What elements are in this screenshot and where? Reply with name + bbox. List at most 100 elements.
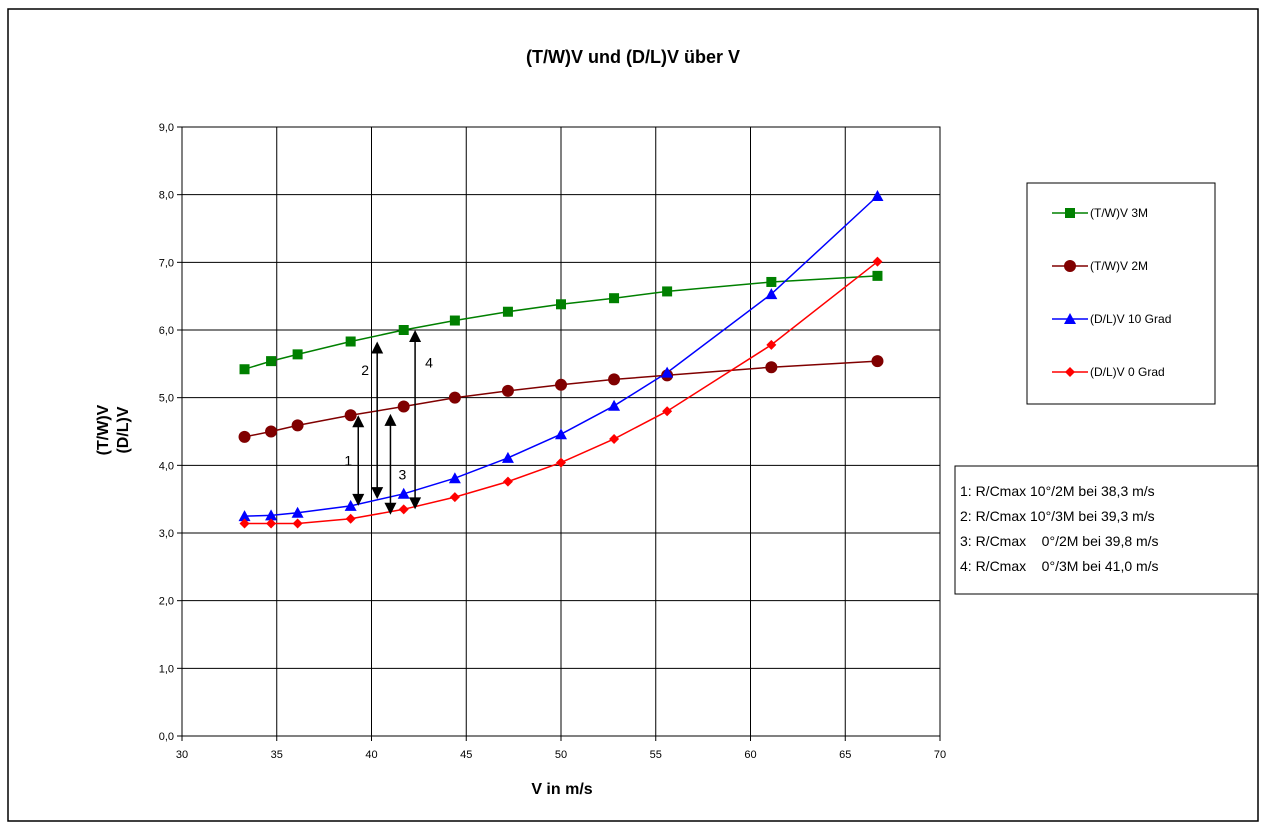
- annotation-label-2: 2: [361, 362, 369, 378]
- x-tick-label: 45: [460, 749, 472, 761]
- y-tick-label: 6,0: [159, 325, 174, 337]
- data-point-t-w-v-3m: [345, 336, 356, 347]
- data-point-t-w-v-3m: [239, 364, 250, 375]
- legend-label-d-l-v-10-grad: (D/L)V 10 Grad: [1090, 312, 1171, 326]
- data-point-d-l-v-10-grad: [501, 451, 514, 463]
- y-tick-label: 1,0: [159, 663, 174, 675]
- y-tick-label: 2,0: [159, 596, 174, 608]
- data-point-t-w-v-3m: [292, 349, 303, 360]
- legend-marker-t-w-v-3m: [1065, 208, 1075, 218]
- data-point-t-w-v-2m: [555, 378, 567, 391]
- data-point-t-w-v-3m: [266, 356, 277, 367]
- annotation-layer: 1 2 3 4: [344, 330, 433, 515]
- data-point-d-l-v-0-grad: [662, 406, 673, 417]
- data-point-d-l-v-0-grad: [266, 518, 277, 529]
- legend-label-t-w-v-2m: (T/W)V 2M: [1090, 259, 1148, 273]
- marker-layer: [238, 190, 884, 529]
- arrow-head: [352, 415, 365, 428]
- x-tick-label: 55: [650, 749, 662, 761]
- data-point-d-l-v-10-grad: [265, 509, 278, 521]
- annotation-label-1: 1: [344, 453, 352, 469]
- x-tick-label: 60: [744, 749, 756, 761]
- chart-title: (T/W)V und (D/L)V über V: [526, 47, 740, 67]
- data-point-t-w-v-3m: [398, 325, 409, 335]
- note-2: 2: R/Cmax 10°/3M bei 39,3 m/s: [960, 508, 1155, 524]
- data-point-d-l-v-10-grad: [448, 472, 461, 484]
- data-point-t-w-v-3m: [609, 293, 620, 304]
- annotation-label-3: 3: [399, 466, 407, 482]
- y-axis-title-line2: (D/L)V: [115, 406, 132, 453]
- y-tick-label: 8,0: [159, 190, 174, 202]
- data-point-d-l-v-10-grad: [608, 399, 621, 411]
- x-tick-label: 50: [555, 749, 567, 761]
- x-tick-label: 30: [176, 749, 188, 761]
- data-point-d-l-v-0-grad: [872, 256, 883, 267]
- data-point-t-w-v-2m: [448, 391, 461, 404]
- series-line-d-l-v-10-grad: [244, 195, 879, 517]
- legend-label-d-l-v-0-grad: (D/L)V 0 Grad: [1090, 365, 1165, 379]
- data-point-d-l-v-10-grad: [661, 366, 674, 378]
- legend-marker-d-l-v-0-grad: [1065, 367, 1075, 377]
- y-tick-label: 3,0: [159, 528, 174, 540]
- data-point-t-w-v-3m: [556, 299, 566, 310]
- data-point-t-w-v-3m: [449, 315, 460, 326]
- arrow-head: [371, 487, 384, 500]
- data-point-t-w-v-2m: [608, 373, 621, 386]
- x-tick-label: 65: [839, 749, 851, 761]
- arrow-head: [409, 497, 422, 510]
- data-point-d-l-v-0-grad: [292, 518, 303, 529]
- arrow-head: [352, 493, 365, 506]
- y-tick-label: 5,0: [159, 393, 174, 405]
- data-point-t-w-v-3m: [872, 270, 883, 281]
- x-tick-label: 40: [365, 749, 377, 761]
- data-point-t-w-v-2m: [344, 409, 357, 422]
- data-point-d-l-v-10-grad: [871, 190, 884, 202]
- legend-marker-d-l-v-10-grad: [1064, 313, 1076, 324]
- data-point-d-l-v-0-grad: [556, 457, 566, 468]
- legend: (T/W)V 3M (T/W)V 2M (D/L)V 10 Grad (D/L)V 0…: [1052, 206, 1171, 379]
- arrow-head: [409, 330, 422, 342]
- data-point-t-w-v-2m: [765, 361, 778, 374]
- y-tick-label: 4,0: [159, 460, 174, 472]
- arrow-head: [384, 502, 397, 515]
- data-point-t-w-v-2m: [397, 400, 410, 413]
- axis-layer: 30 35 40 45 50 55 60 65 70 0,0 1,0 2,0 3,0 4,0 5,0 6,0 7…: [159, 122, 946, 761]
- data-point-d-l-v-10-grad: [397, 487, 410, 499]
- data-point-d-l-v-0-grad: [449, 492, 460, 503]
- data-point-t-w-v-3m: [502, 306, 513, 317]
- data-point-t-w-v-2m: [238, 430, 251, 443]
- data-point-d-l-v-0-grad: [345, 513, 356, 524]
- annotation-label-4: 4: [425, 354, 433, 370]
- legend-label-t-w-v-3m: (T/W)V 3M: [1090, 206, 1148, 220]
- notes-box: [954, 465, 1259, 595]
- data-point-d-l-v-0-grad: [398, 504, 409, 515]
- data-point-d-l-v-0-grad: [502, 476, 513, 487]
- data-point-d-l-v-0-grad: [766, 339, 777, 350]
- data-point-d-l-v-10-grad: [765, 288, 778, 300]
- data-point-d-l-v-0-grad: [609, 433, 620, 444]
- data-point-d-l-v-10-grad: [555, 428, 567, 440]
- data-point-d-l-v-10-grad: [238, 510, 251, 522]
- note-4: 4: R/Cmax 0°/3M bei 41,0 m/s: [960, 558, 1159, 574]
- legend-marker-t-w-v-2m: [1064, 260, 1076, 272]
- data-point-d-l-v-10-grad: [291, 506, 304, 518]
- data-point-t-w-v-2m: [871, 355, 884, 368]
- x-tick-label: 35: [271, 749, 283, 761]
- data-point-t-w-v-2m: [291, 419, 304, 432]
- data-point-t-w-v-3m: [766, 276, 777, 287]
- x-tick-label: 70: [934, 749, 946, 761]
- note-3: 3: R/Cmax 0°/2M bei 39,8 m/s: [960, 533, 1159, 549]
- data-point-d-l-v-0-grad: [239, 518, 250, 529]
- y-axis-title-line1: (T/W)V: [95, 404, 112, 455]
- y-tick-label: 7,0: [159, 257, 174, 269]
- x-axis-title: V in m/s: [531, 781, 592, 798]
- data-point-t-w-v-2m: [265, 425, 278, 438]
- arrow-head: [371, 341, 384, 354]
- y-tick-label: 9,0: [159, 122, 174, 134]
- note-1: 1: R/Cmax 10°/2M bei 38,3 m/s: [960, 483, 1155, 499]
- y-tick-label: 0,0: [159, 731, 174, 743]
- legend-box: [1026, 182, 1216, 405]
- data-point-t-w-v-2m: [501, 384, 514, 397]
